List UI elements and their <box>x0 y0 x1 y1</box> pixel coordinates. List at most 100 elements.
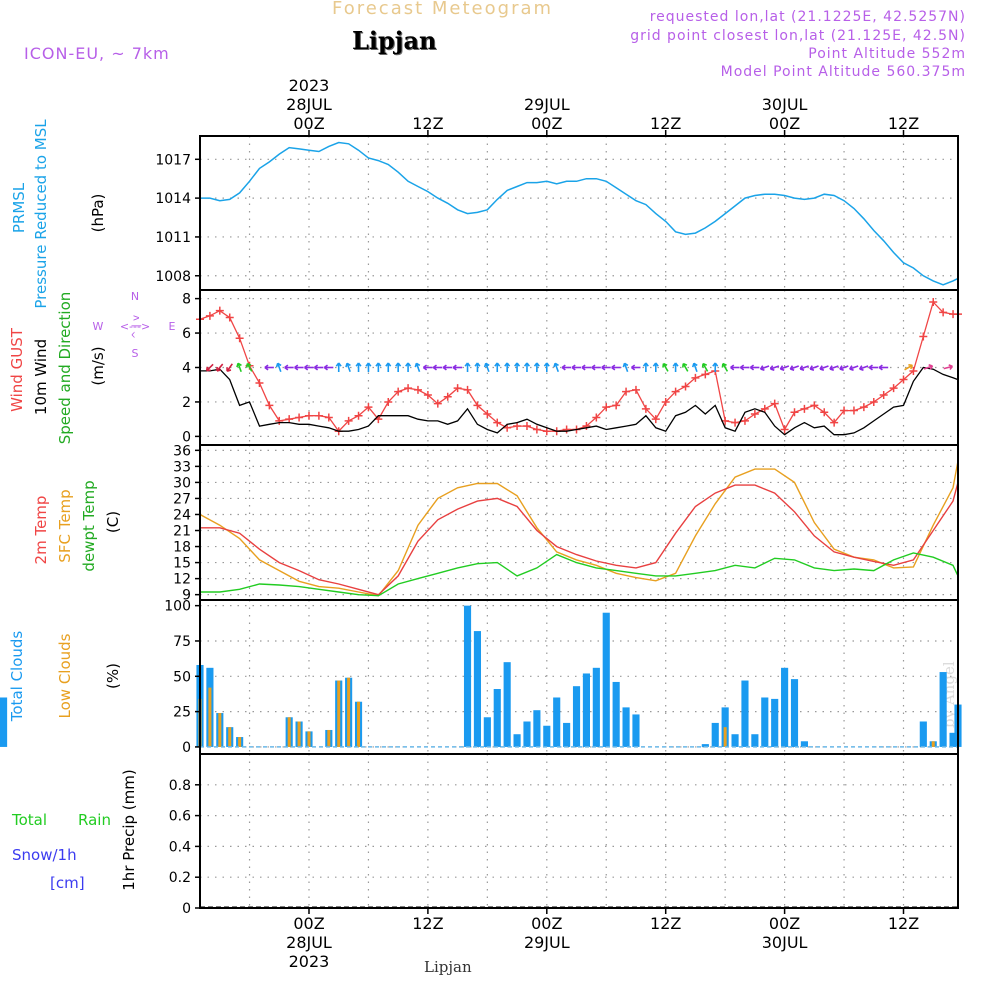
wind-arrow-shaft <box>760 365 770 370</box>
compass-e: E <box>169 320 176 333</box>
wind-direction-arrow <box>284 364 294 371</box>
temp-sfc-label: SFC Temp <box>56 489 74 562</box>
wind-arrow-shaft <box>809 365 819 370</box>
gust-point-marker <box>304 411 313 420</box>
gust-point-marker <box>463 385 472 394</box>
wind-arrow-head <box>721 362 727 368</box>
wind-arrow-head <box>759 365 765 371</box>
gust-point-marker <box>562 425 571 434</box>
precip-total-label: Total <box>11 811 47 829</box>
wind-tick-label: 4 <box>182 361 191 377</box>
wind-arrow-head <box>868 364 873 371</box>
low-cloud-bar <box>357 701 361 747</box>
gust-point-marker <box>840 406 849 415</box>
top-time-label: 12Z <box>650 114 681 133</box>
panel-frame <box>199 753 959 909</box>
gust-point-marker <box>324 413 333 422</box>
wind-arrow-shaft <box>819 365 829 370</box>
gust-point-marker <box>731 418 740 427</box>
wind-direction-arrow <box>304 364 314 371</box>
gust-point-marker <box>582 422 591 431</box>
wind-arrow-head <box>284 364 289 371</box>
gust-point-marker <box>275 416 284 425</box>
bottom-time-label: 00Z <box>769 914 800 933</box>
wind-arrow-head <box>494 362 501 367</box>
wind-arrow-head <box>809 365 815 371</box>
wind-direction-arrow <box>878 364 889 371</box>
top-date-label: 29JUL <box>524 95 570 114</box>
wind-arrow-head <box>205 366 211 372</box>
gust-point-marker <box>641 404 650 413</box>
wind-arrow-head <box>533 362 540 367</box>
wind-arrow-head <box>514 362 521 367</box>
wind-arrow-shaft <box>554 362 559 373</box>
temp-tick-label: 15 <box>173 556 191 572</box>
pressure-tick-label: 1008 <box>155 269 191 285</box>
gust-point-marker <box>849 406 858 415</box>
wind-direction-arrow <box>601 364 611 371</box>
temp-tick-label: 9 <box>182 588 191 604</box>
wind-arrow-shaft <box>839 365 849 370</box>
gust-point-marker <box>413 385 422 394</box>
wind-arrow-head <box>474 362 481 367</box>
wind-arrow-head <box>442 364 447 371</box>
wind-direction-arrow <box>682 362 689 372</box>
compass-ns-axis: ^ | v <box>131 315 142 339</box>
wind-arrow-shaft <box>237 362 242 373</box>
wind-direction-arrow <box>868 364 879 371</box>
wind-arrow-shaft <box>799 365 809 370</box>
wind-arrow-shaft <box>943 365 953 370</box>
gust-point-marker <box>651 415 660 424</box>
wind-direction-arrow <box>622 362 629 373</box>
wind-direction-arrow <box>571 364 582 371</box>
precip-snow-label: Snow/1h <box>12 846 77 864</box>
wind-arrow-shaft <box>276 362 282 373</box>
wind-direction-arrow <box>904 363 914 371</box>
pressure-label-desc: Pressure Reduced to MSL <box>32 119 50 309</box>
wind-direction-arrow <box>216 363 224 372</box>
wind-direction-arrow <box>345 362 351 373</box>
wind-direction-arrow <box>494 362 501 372</box>
wind-direction-arrow <box>553 362 559 373</box>
wind-arrow-head <box>523 362 531 367</box>
axis-layer: 1008101110141017024689121518212427303336… <box>155 130 959 917</box>
wind-arrow-head <box>581 364 586 371</box>
bottom-date-label: 29JUL <box>524 933 570 952</box>
wind-direction-arrow <box>672 362 679 372</box>
gust-point-marker <box>255 379 264 387</box>
wind-arrow-shaft <box>415 362 421 373</box>
wind-direction-arrow <box>561 364 572 371</box>
wind-direction-arrow <box>294 364 304 371</box>
total-cloud-bar <box>741 680 749 747</box>
wind-arrow-head <box>642 362 649 367</box>
wind-arrow-shaft <box>859 365 869 370</box>
wind-direction-arrow <box>779 365 790 371</box>
wind-direction-arrow <box>432 364 443 371</box>
wind-arrow-head <box>712 362 719 367</box>
precip-tick-label: 0.6 <box>169 809 191 825</box>
total-cloud-bar <box>771 698 779 747</box>
gust-point-marker <box>344 416 353 425</box>
wind-direction-arrow <box>923 364 934 370</box>
wind-arrow-head <box>779 365 785 371</box>
bottom-time-label: 12Z <box>650 914 681 933</box>
wind-arrow-shaft <box>485 362 490 373</box>
wind-direction-arrow <box>759 365 770 371</box>
wind-arrow-head <box>622 362 629 368</box>
total-cloud-bar <box>711 722 719 747</box>
top-time-label: 00Z <box>769 114 800 133</box>
wind-arrow-head <box>246 362 252 368</box>
wind-direction-arrow <box>236 362 242 373</box>
gust-point-marker <box>760 404 769 413</box>
gust-point-marker <box>235 334 244 343</box>
total-cloud-bar <box>572 686 581 747</box>
wind-arrow-shaft <box>780 365 790 370</box>
wind-arrow-head <box>789 365 795 371</box>
wind-direction-arrow <box>789 365 800 371</box>
clouds-tick-label: 75 <box>173 634 191 650</box>
wind-direction-arrow <box>395 362 402 372</box>
low-cloud-bar <box>228 727 232 747</box>
gust-point-marker <box>423 391 432 400</box>
wind-arrow-head <box>682 362 688 368</box>
